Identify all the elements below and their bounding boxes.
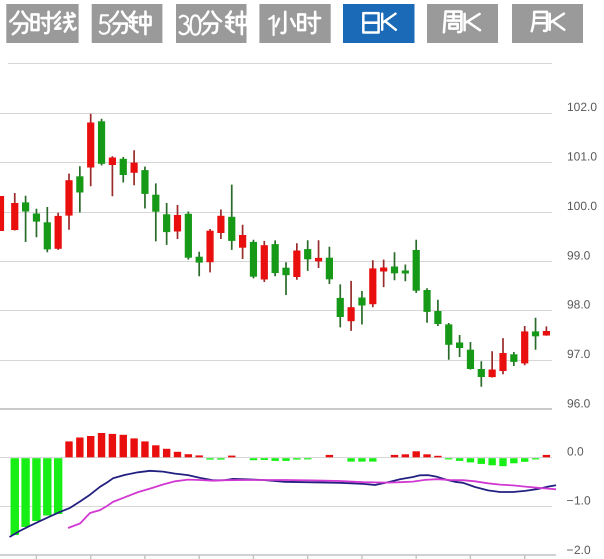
svg-text:97.0: 97.0 <box>567 347 591 361</box>
svg-text:96.0: 96.0 <box>567 397 591 411</box>
svg-text:101.0: 101.0 <box>567 150 597 164</box>
svg-text:102.0: 102.0 <box>567 100 597 114</box>
svg-text:−: − <box>567 494 574 508</box>
svg-text:99.0: 99.0 <box>567 248 591 262</box>
svg-text:1.0: 1.0 <box>574 494 591 508</box>
svg-text:2.0: 2.0 <box>574 543 591 557</box>
svg-text:100.0: 100.0 <box>567 199 597 213</box>
svg-text:0.0: 0.0 <box>567 445 584 459</box>
svg-text:98.0: 98.0 <box>567 298 591 312</box>
svg-text:−: − <box>567 543 574 557</box>
